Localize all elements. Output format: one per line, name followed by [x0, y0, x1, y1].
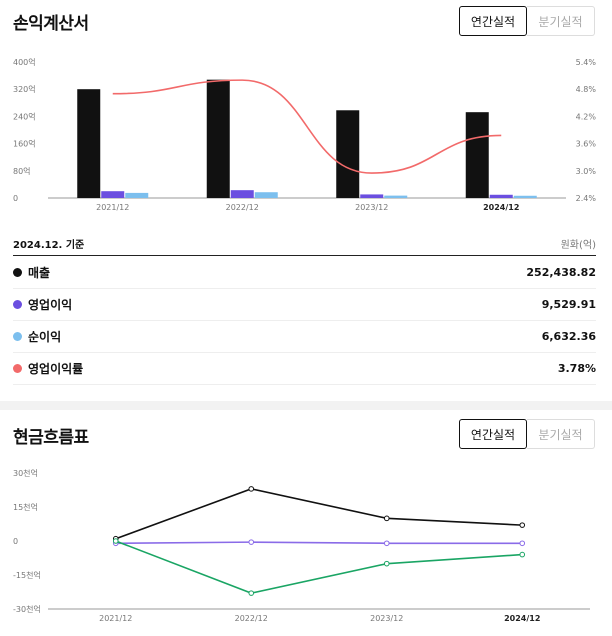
data-point [248, 486, 255, 492]
bar [125, 192, 149, 198]
bar [336, 110, 360, 198]
legend-row: 매출 252,438.82 [13, 257, 596, 289]
legend-dot [13, 268, 22, 277]
y-tick-label: 15천억 [13, 502, 38, 512]
y-tick-label: 30천억 [13, 468, 38, 478]
legend-dot [13, 332, 22, 341]
basis-date: 2024.12. 기준 [13, 240, 85, 251]
bar [206, 79, 230, 198]
income-chart: 0 80억 160억 240억 320억 400억 2.4% 3.0% 3.6% 4.2% 4.8%… [13, 57, 597, 212]
legend-value: 6,632.36 [541, 330, 596, 343]
annual-button[interactable]: 연간실적 [459, 6, 527, 36]
bar [101, 191, 125, 198]
y2-tick-label: 4.8% [576, 85, 597, 94]
y2-tick-label: 2.4% [576, 194, 597, 203]
y-tick-label: 320억 [13, 84, 36, 94]
income-statement-title: 손익계산서 [13, 14, 89, 34]
y-tick-label: -15천억 [13, 570, 41, 580]
income-statement-panel: 손익계산서 연간실적 분기실적 0 80억 160억 240억 320억 400억 2.4%… [0, 0, 612, 401]
legend-dot [13, 364, 22, 373]
cashflow-period-toggle: 연간실적 분기실적 [459, 419, 595, 449]
data-point [383, 515, 390, 522]
legend-label: 순이익 [28, 330, 62, 344]
y-tick-label: 400억 [13, 57, 36, 67]
bar [254, 192, 278, 198]
bar [230, 190, 254, 198]
legend-row: 순이익 6,632.36 [13, 321, 596, 353]
x-tick-label: 2022/12 [226, 203, 259, 212]
legend-value: 3.78% [557, 362, 596, 375]
series-line [115, 540, 523, 594]
data-point [519, 540, 526, 547]
x-tick-label: 2023/12 [370, 614, 403, 623]
legend-label: 영업이익 [28, 298, 73, 312]
cashflow-panel: 현금흐름표 연간실적 분기실적 30천억 15천억 0 -15천억 -30천억 2021/… [0, 410, 612, 636]
y2-tick-label: 4.2% [576, 112, 597, 121]
x-tick-label: 2024/12 [504, 614, 540, 623]
bar [360, 194, 384, 198]
bar [465, 112, 489, 198]
x-tick-label: 2021/12 [99, 614, 132, 623]
annual-button[interactable]: 연간실적 [459, 419, 527, 449]
bar [489, 194, 513, 198]
bar [513, 195, 537, 198]
y-tick-label: 80억 [13, 166, 31, 176]
x-tick-label: 2021/12 [96, 203, 129, 212]
data-point [248, 590, 255, 596]
y2-tick-label: 3.0% [576, 167, 597, 176]
basis-row: 2024.12. 기준 원화(억) [13, 236, 596, 256]
y2-tick-label: 3.6% [576, 140, 597, 149]
bar [77, 89, 101, 198]
income-legend-table: 매출 252,438.82 영업이익 9,529.91 순이익 6,632.36 영업이익률… [13, 257, 596, 385]
y-tick-label: 160억 [13, 139, 36, 149]
legend-left: 영업이익 [13, 296, 72, 313]
legend-left: 순이익 [13, 328, 61, 345]
data-point [112, 538, 119, 544]
cashflow-chart: 30천억 15천억 0 -15천억 -30천억 2021/12 2022/12 2023/12… [13, 468, 590, 623]
y-tick-label: -30천억 [13, 604, 41, 614]
legend-label: 매출 [28, 266, 51, 280]
data-point [383, 560, 390, 567]
data-point [519, 551, 526, 558]
legend-left: 영업이익률 [13, 360, 83, 377]
y-tick-label: 0 [13, 537, 18, 546]
x-tick-label: 2024/12 [483, 203, 519, 212]
legend-left: 매출 [13, 264, 50, 281]
y-tick-label: 240억 [13, 111, 36, 121]
x-tick-label: 2022/12 [235, 614, 268, 623]
margin-line [112, 79, 502, 174]
unit-label: 원화(억) [560, 240, 596, 251]
y2-tick-label: 5.4% [576, 58, 597, 67]
cashflow-title: 현금흐름표 [13, 428, 89, 448]
x-tick-label: 2023/12 [355, 203, 388, 212]
income-period-toggle: 연간실적 분기실적 [459, 6, 595, 36]
series-line [115, 488, 523, 540]
y-tick-label: 0 [13, 194, 18, 203]
series-line [115, 541, 523, 545]
legend-value: 252,438.82 [526, 266, 596, 279]
quarterly-button[interactable]: 분기실적 [527, 6, 595, 36]
bar [384, 195, 408, 198]
quarterly-button[interactable]: 분기실적 [527, 419, 595, 449]
legend-label: 영업이익률 [28, 362, 84, 376]
legend-row: 영업이익률 3.78% [13, 353, 596, 385]
data-point [519, 522, 526, 528]
legend-value: 9,529.91 [541, 298, 596, 311]
data-point [383, 540, 390, 547]
data-point [248, 539, 255, 545]
legend-row: 영업이익 9,529.91 [13, 289, 596, 321]
legend-dot [13, 300, 22, 309]
